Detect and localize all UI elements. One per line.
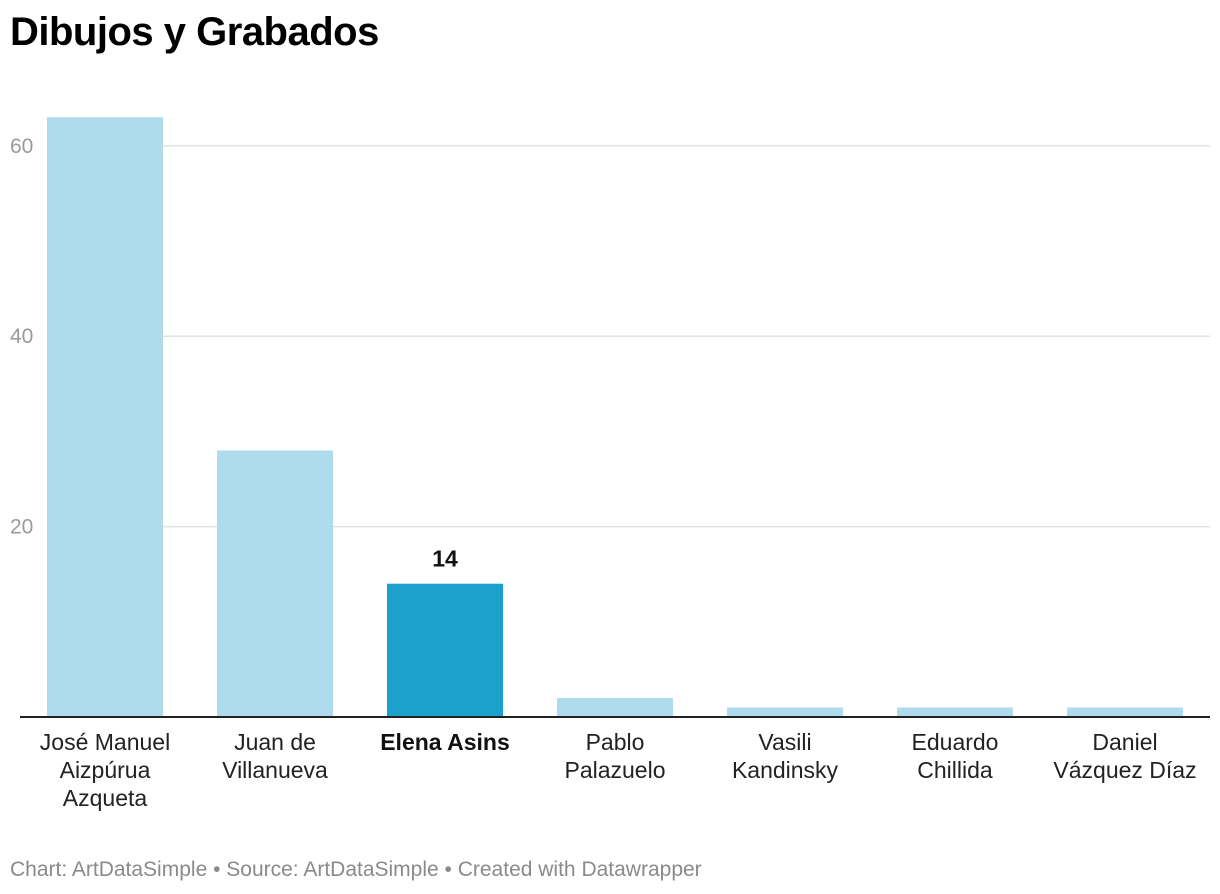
- x-category-label-line: Chillida: [917, 757, 993, 783]
- gridlines: 20 40 60: [10, 135, 1210, 539]
- bar-4: [727, 707, 843, 717]
- x-category-label-line: Palazuelo: [564, 757, 665, 783]
- bar-1: [217, 450, 333, 717]
- x-category-label-line: Eduardo: [912, 729, 999, 755]
- x-category-label-line: Kandinsky: [732, 757, 839, 783]
- chart-title: Dibujos y Grabados: [10, 10, 379, 54]
- x-category-label-line: Vasili: [758, 729, 811, 755]
- y-tick-label: 60: [10, 135, 33, 158]
- x-category-label: Juan de Villanueva: [222, 729, 328, 783]
- x-category-label-line: Aizpúrua: [60, 757, 151, 783]
- x-category-label-line: Pablo: [586, 729, 645, 755]
- x-category-label: Elena Asins: [380, 729, 510, 755]
- x-category-label: José Manuel Aizpúrua Azqueta: [40, 729, 170, 811]
- x-category-label-line: Juan de: [234, 729, 316, 755]
- category-labels: José Manuel Aizpúrua Azqueta Juan de Villanu…: [40, 546, 1197, 811]
- bars: [20, 117, 1210, 718]
- chart-footer: Chart: ArtDataSimple • Source: ArtDataSi…: [10, 858, 702, 881]
- value-label: 14: [432, 546, 458, 572]
- x-category-label: Vasili Kandinsky: [732, 729, 839, 783]
- x-category-label-line: José Manuel: [40, 729, 170, 755]
- bar-2: [387, 583, 503, 717]
- y-tick-label: 40: [10, 325, 33, 348]
- x-category-label: Daniel Vázquez Díaz: [1053, 729, 1196, 783]
- x-category-label-line: Azqueta: [63, 785, 148, 811]
- x-category-label-line: Daniel: [1092, 729, 1157, 755]
- bar-6: [1067, 707, 1183, 717]
- y-tick-label: 20: [10, 516, 33, 539]
- bar-0: [47, 117, 163, 718]
- x-category-label: Pablo Palazuelo: [564, 729, 665, 783]
- x-category-label-line: Vázquez Díaz: [1053, 757, 1196, 783]
- bar-5: [897, 707, 1013, 717]
- x-category-label-line: Elena Asins: [380, 729, 510, 755]
- bar-3: [557, 697, 673, 717]
- x-category-label: Eduardo Chillida: [912, 729, 999, 783]
- x-category-label-line: Villanueva: [222, 757, 328, 783]
